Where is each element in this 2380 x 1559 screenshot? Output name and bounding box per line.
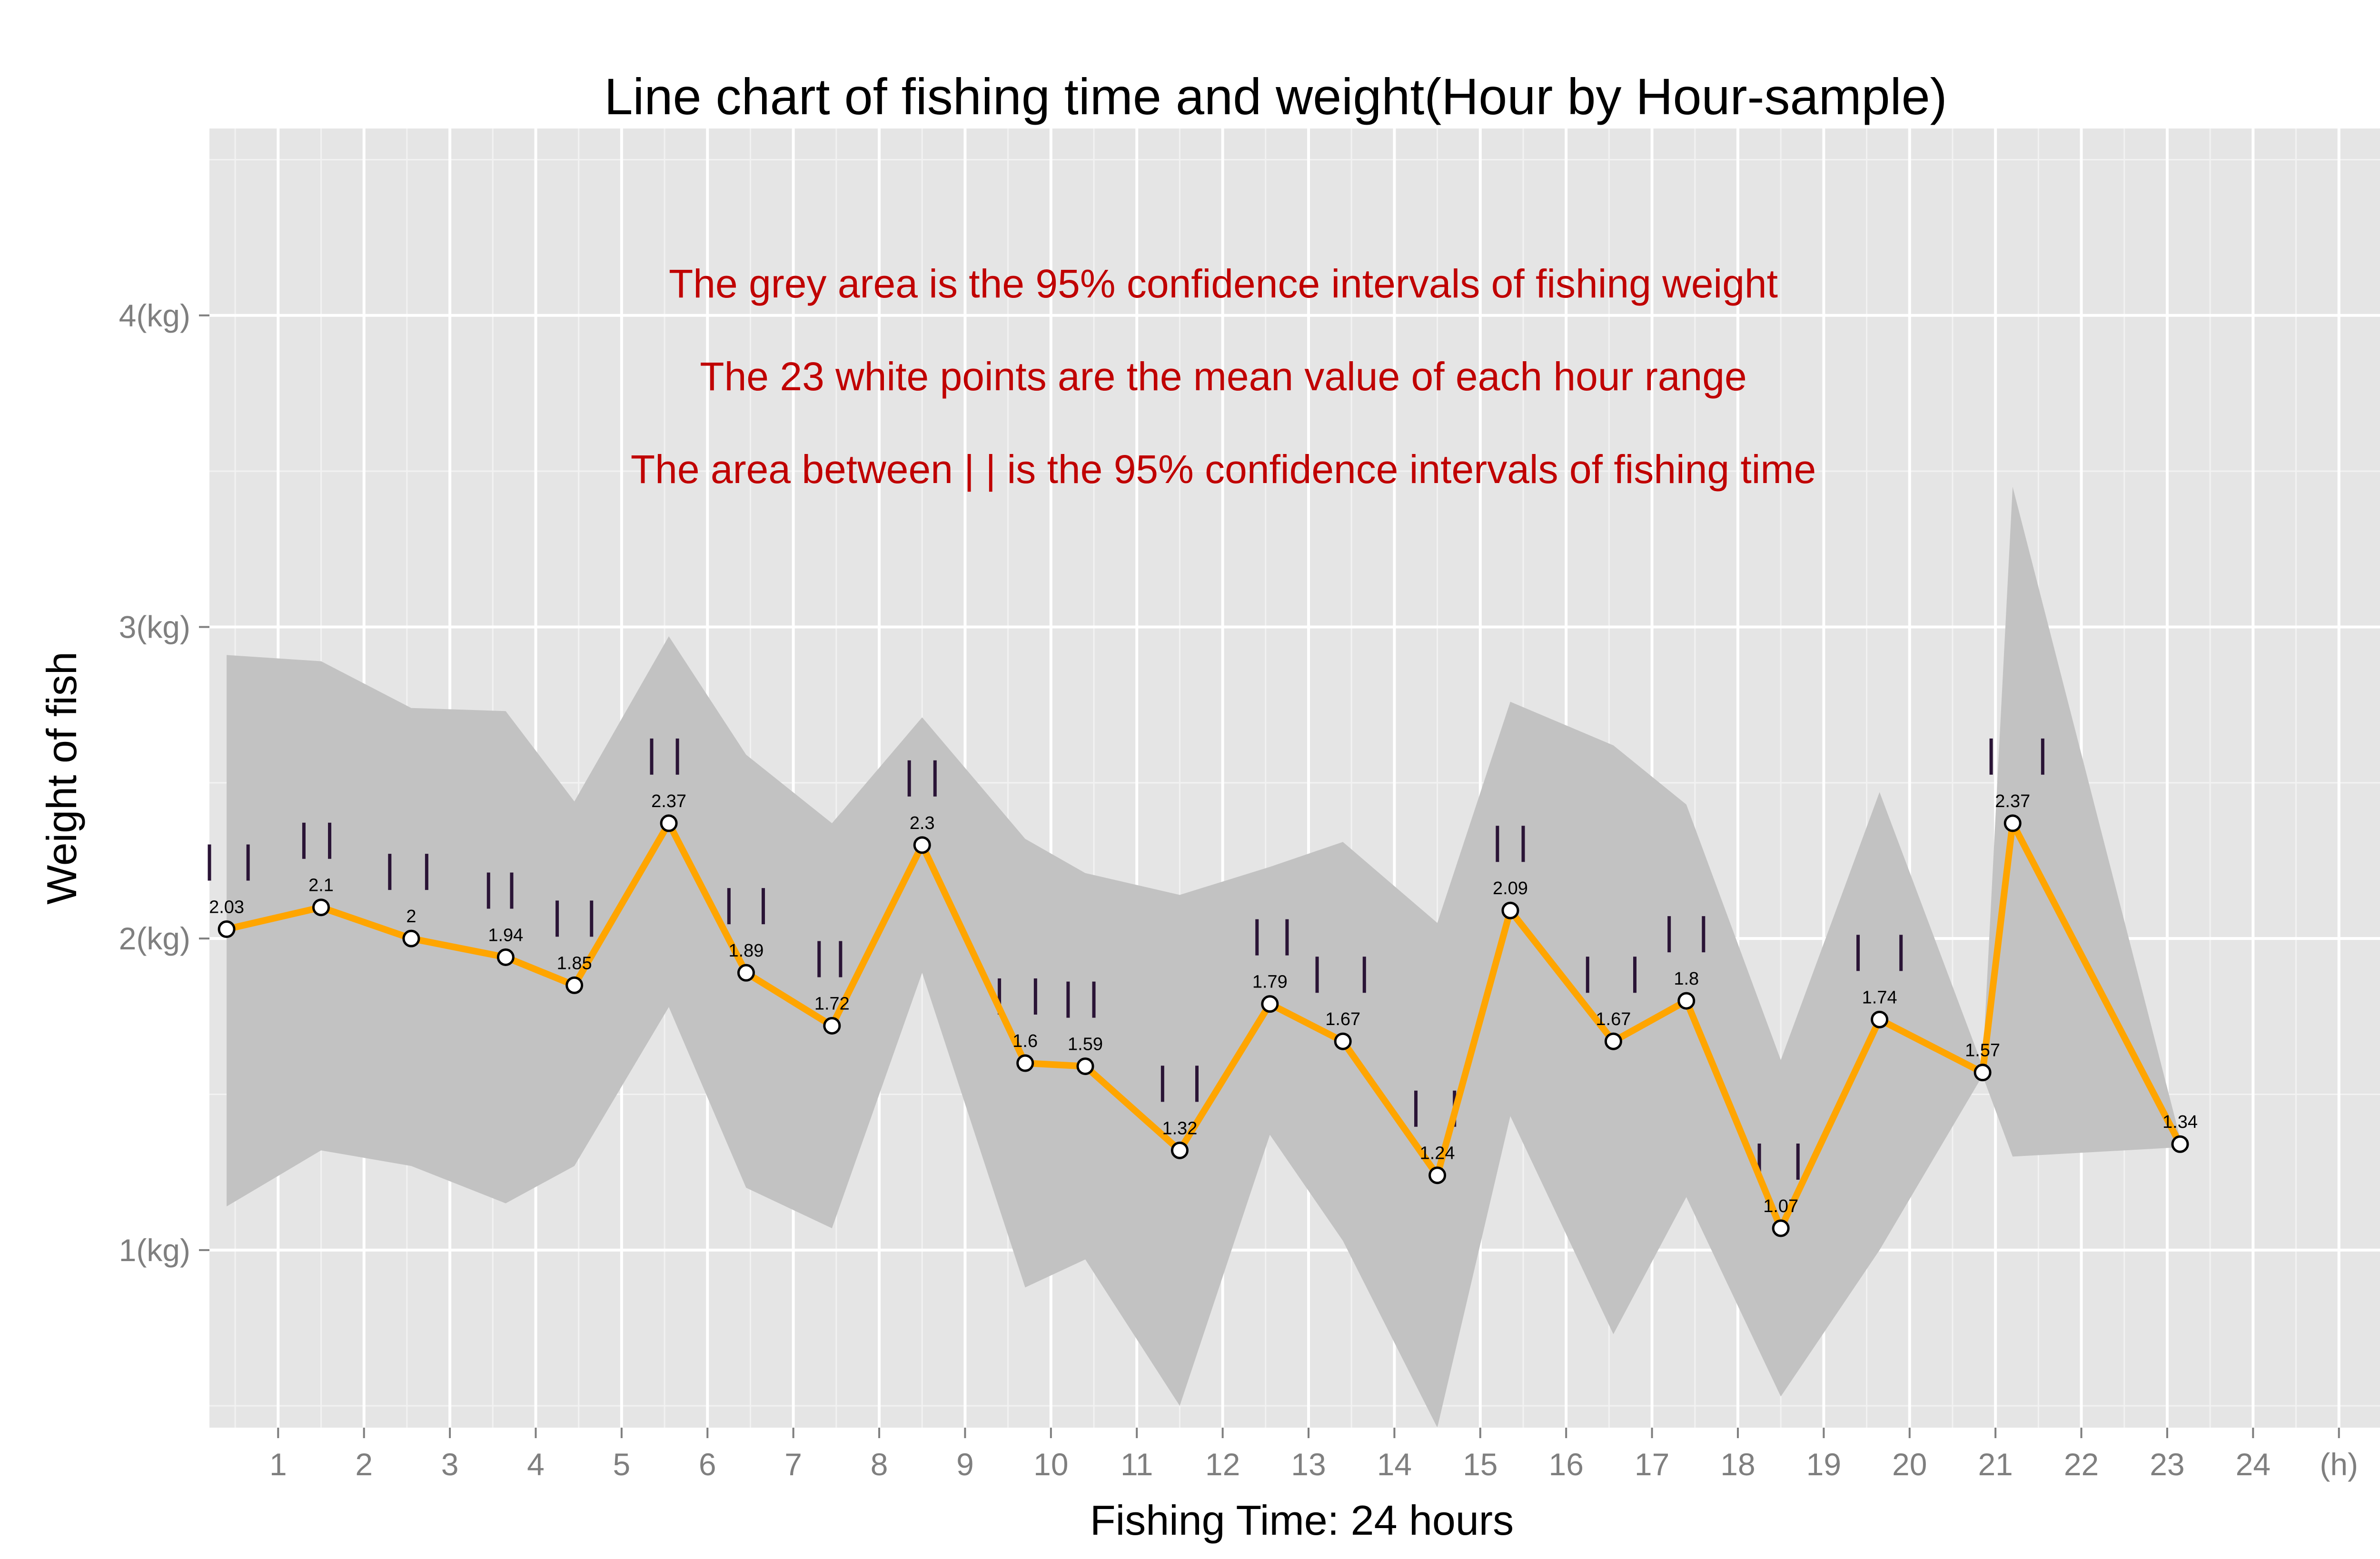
- data-point: [1501, 901, 1519, 919]
- data-label: 1.85: [557, 953, 592, 973]
- x-axis: 1 2 3 4 5 6 7 8 9 10 11 12 13 14 15 16 17 18 19 20 21 22 23 24(…: [269, 1428, 2358, 1482]
- data-point: [1428, 1166, 1447, 1184]
- data-label: 2.1: [308, 876, 334, 896]
- data-point: [312, 898, 330, 917]
- data-labels: 2.03 2.1 2 1.94 1.85 2.37 1.89 1.72 2.3 1.6 1.59 1.…: [209, 791, 2198, 1216]
- annotation-time-ci: The area between | | is the 95% confiden…: [631, 447, 1816, 492]
- annotation-weight-ci: The grey area is the 95% confidence inte…: [669, 261, 1778, 306]
- x-tick-label: 5: [613, 1447, 631, 1482]
- data-point: [1973, 1064, 1992, 1082]
- confidence-band-area: [227, 486, 2180, 1428]
- x-axis-title: Fishing Time: 24 hours: [1090, 1497, 1514, 1544]
- x-tick-label: 22: [2064, 1447, 2099, 1482]
- data-point: [2171, 1135, 2189, 1153]
- data-point: [1261, 995, 1279, 1013]
- data-point: [1604, 1032, 1622, 1050]
- x-tick-label: 11: [1121, 1447, 1153, 1482]
- x-tick-label: 20: [1892, 1447, 1927, 1482]
- data-label: 1.24: [1420, 1144, 1455, 1164]
- data-points: [218, 814, 2189, 1237]
- data-point: [1170, 1141, 1189, 1159]
- data-point: [1677, 992, 1696, 1010]
- y-axis-title: Weight of fish: [38, 651, 85, 905]
- y-axis: 1(kg) 2(kg) 3(kg) 4(kg): [119, 298, 209, 1268]
- x-tick-label: 7: [784, 1447, 802, 1482]
- y-tick-label: 3(kg): [119, 609, 190, 644]
- x-tick-label: 21: [1978, 1447, 2013, 1482]
- data-point: [913, 836, 931, 854]
- data-point: [1772, 1219, 1790, 1237]
- data-point: [660, 814, 678, 832]
- data-label: 1.32: [1162, 1118, 1197, 1138]
- data-label: 1.07: [1763, 1196, 1798, 1216]
- data-point: [218, 920, 236, 938]
- data-point: [823, 1016, 841, 1035]
- x-tick-label: 19: [1806, 1447, 1841, 1482]
- time-interval-markers: [208, 738, 2044, 1180]
- x-tick-label: 15: [1463, 1447, 1497, 1482]
- annotations: The grey area is the 95% confidence inte…: [631, 261, 1816, 492]
- x-tick-label: 2: [355, 1447, 373, 1482]
- x-tick-label: 23: [2150, 1447, 2184, 1482]
- x-tick-label: 24: [2236, 1447, 2271, 1482]
- data-label: 1.67: [1596, 1009, 1631, 1029]
- data-label: 1.89: [728, 941, 764, 961]
- data-label: 1.67: [1325, 1009, 1360, 1029]
- data-label: 2: [406, 907, 416, 927]
- x-unit-label: (h): [2320, 1447, 2358, 1482]
- data-label: 1.6: [1012, 1031, 1038, 1051]
- x-tick-label: 14: [1377, 1447, 1412, 1482]
- data-point: [1871, 1010, 1889, 1028]
- data-label: 2.37: [651, 791, 686, 811]
- data-label: 1.8: [1674, 969, 1699, 989]
- x-tick-label: 16: [1548, 1447, 1583, 1482]
- x-tick-label: 6: [699, 1447, 716, 1482]
- data-point: [496, 948, 515, 966]
- y-tick-label: 2(kg): [119, 921, 190, 956]
- x-tick-label: 13: [1291, 1447, 1326, 1482]
- data-label: 2.03: [209, 898, 244, 918]
- x-tick-label: 8: [871, 1447, 888, 1482]
- confidence-band: [227, 486, 2180, 1428]
- data-point: [2003, 814, 2022, 832]
- data-label: 1.72: [814, 994, 850, 1014]
- x-tick-label: 17: [1635, 1447, 1669, 1482]
- chart-title: Line chart of fishing time and weight(Ho…: [604, 68, 1947, 125]
- data-label: 1.57: [1965, 1041, 2000, 1061]
- data-label: 1.94: [488, 925, 523, 945]
- x-tick-label: 4: [527, 1447, 545, 1482]
- x-tick-label: 18: [1720, 1447, 1755, 1482]
- data-point: [737, 964, 755, 982]
- data-label: 1.34: [2162, 1112, 2198, 1132]
- x-tick-label: 3: [441, 1447, 459, 1482]
- x-tick-label: 10: [1033, 1447, 1068, 1482]
- data-label: 1.59: [1068, 1035, 1103, 1055]
- annotation-mean-points: The 23 white points are the mean value o…: [700, 354, 1746, 399]
- data-label: 2.09: [1493, 878, 1528, 898]
- y-tick-label: 1(kg): [119, 1233, 190, 1268]
- x-tick-label: 12: [1205, 1447, 1240, 1482]
- y-tick-label: 4(kg): [119, 298, 190, 333]
- data-point: [1334, 1032, 1352, 1050]
- data-point: [565, 976, 584, 994]
- data-point: [1016, 1054, 1034, 1072]
- data-point: [402, 929, 420, 947]
- data-label: 2.3: [910, 813, 935, 833]
- data-point: [1076, 1057, 1094, 1076]
- data-label: 2.37: [1995, 791, 2030, 811]
- data-label: 1.79: [1252, 972, 1288, 992]
- data-label: 1.74: [1862, 987, 1897, 1007]
- x-tick-label: 9: [956, 1447, 974, 1482]
- x-tick-label: 1: [269, 1447, 287, 1482]
